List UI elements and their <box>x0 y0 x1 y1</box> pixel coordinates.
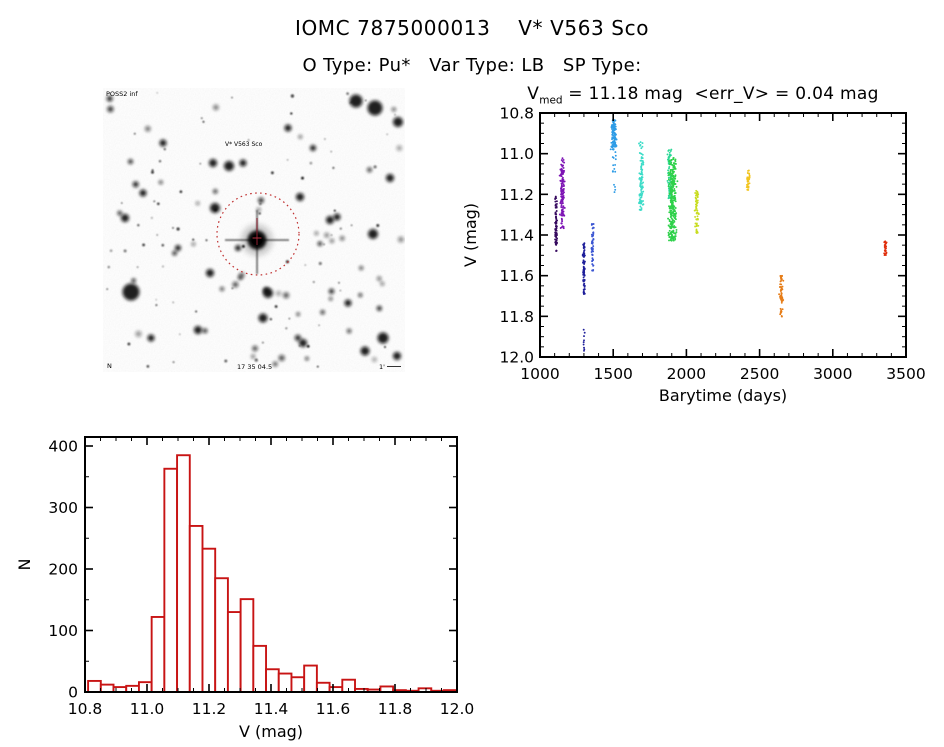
histogram-bar <box>188 524 204 693</box>
histogram-axes: 10.8 11.0 11.2 11.4 11.6 11.8 12.0 0 100 200 300 40… <box>15 436 475 741</box>
histogram-y-tick-label: 400 <box>48 438 78 456</box>
histogram-x-tick-label: 10.8 <box>68 700 103 718</box>
orientation-label: N <box>107 362 112 370</box>
scatter-y-tick-label: 10.8 <box>499 105 534 123</box>
scatter-x-tick-label: 2500 <box>740 365 779 383</box>
finder-annotations: POSS2 inf V* V563 Sco 17 35 04.5 N 1' <box>106 90 401 371</box>
histogram-y-tick-label: 100 <box>48 622 78 640</box>
scatter-x-tick-label: 1500 <box>593 365 632 383</box>
scatter-y-tick-label: 11.6 <box>499 267 534 285</box>
histogram-bar <box>303 664 318 693</box>
scatter-y-axis-label: V (mag) <box>461 203 480 267</box>
vmed-symbol: V <box>527 84 540 104</box>
histogram-bar <box>176 454 191 693</box>
histogram-bar <box>214 577 229 693</box>
histogram-bar <box>150 616 166 693</box>
scale-label: 1' <box>379 363 385 371</box>
histogram-bar <box>265 668 280 693</box>
target-marker-circle <box>216 192 300 276</box>
histogram-x-axis-label: V (mag) <box>239 722 303 741</box>
histogram-bar <box>277 672 293 693</box>
scatter-x-tick-label: 1000 <box>520 365 559 383</box>
scatter-x-tick-label: 3500 <box>886 365 925 383</box>
vmed-subscript: med <box>539 94 563 107</box>
histogram-bar <box>315 681 331 693</box>
scatter-x-axis-label: Barytime (days) <box>659 386 787 405</box>
coordinates-label: 17 35 04.5 <box>237 363 272 371</box>
histogram-bar <box>201 547 217 693</box>
scatter-y-tick-label: 11.2 <box>499 186 534 204</box>
scatter-y-tick-label: 12.0 <box>499 349 534 367</box>
page-title: IOMC 7875000013 V* V563 Sco <box>294 16 650 40</box>
histogram-bar <box>239 598 255 693</box>
scatter-y-tick-label: 11.8 <box>499 308 534 326</box>
scatter-plot-title: Vmed = 11.18 mag <err_V> = 0.04 mag <box>462 84 944 106</box>
histogram-bar <box>137 681 153 693</box>
vmed-value-text: = 11.18 mag <err_V> = 0.04 mag <box>562 84 879 104</box>
histogram-bar <box>87 679 102 693</box>
starfield-stars <box>106 92 404 368</box>
histogram-x-tick-label: 11.6 <box>316 700 351 718</box>
histogram-y-axis-label: N <box>15 559 34 571</box>
scatter-x-tick-label: 3000 <box>813 365 852 383</box>
histogram-bar <box>163 467 179 693</box>
histogram-bar <box>226 611 242 693</box>
scatter-x-tick-label: 2000 <box>667 365 706 383</box>
histogram-x-tick-label: 12.0 <box>440 700 475 718</box>
scatter-points <box>554 118 888 352</box>
histogram-bar <box>99 683 115 693</box>
scatter-y-tick-label: 11.0 <box>499 145 534 163</box>
histogram-y-tick-label: 200 <box>48 561 78 579</box>
histogram-y-tick-label: 0 <box>68 684 78 702</box>
histogram-bars <box>87 454 458 693</box>
histogram-y-tick-label: 300 <box>48 499 78 517</box>
histogram-x-tick-label: 11.2 <box>192 700 227 718</box>
survey-label: POSS2 inf <box>106 90 138 98</box>
lightcurve-scatter-plot: 1000 1500 2000 2500 3000 3500 10.8 11.0 11.2 11.4… <box>461 105 926 406</box>
histogram-x-tick-label: 11.8 <box>378 700 413 718</box>
histogram-x-tick-label: 11.4 <box>254 700 289 718</box>
scatter-axes: 1000 1500 2000 2500 3000 3500 10.8 11.0 11.2 11.4… <box>461 105 926 406</box>
field-star-label: V* V563 Sco <box>225 141 263 148</box>
page-subtitle: O Type: Pu* Var Type: LB SP Type: <box>302 55 642 76</box>
scatter-y-tick-label: 11.4 <box>499 227 534 245</box>
histogram-bar <box>252 644 267 693</box>
magnitude-histogram-plot: 10.8 11.0 11.2 11.4 11.6 11.8 12.0 0 100 200 300 40… <box>15 436 475 741</box>
histogram-x-tick-label: 11.0 <box>130 700 165 718</box>
finder-chart-image: POSS2 inf V* V563 Sco 17 35 04.5 N 1' <box>103 88 405 372</box>
